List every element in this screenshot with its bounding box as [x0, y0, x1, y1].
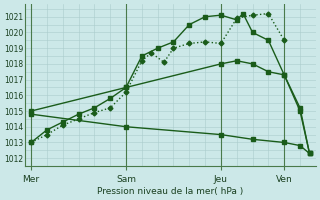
X-axis label: Pression niveau de la mer( hPa ): Pression niveau de la mer( hPa )	[97, 187, 244, 196]
